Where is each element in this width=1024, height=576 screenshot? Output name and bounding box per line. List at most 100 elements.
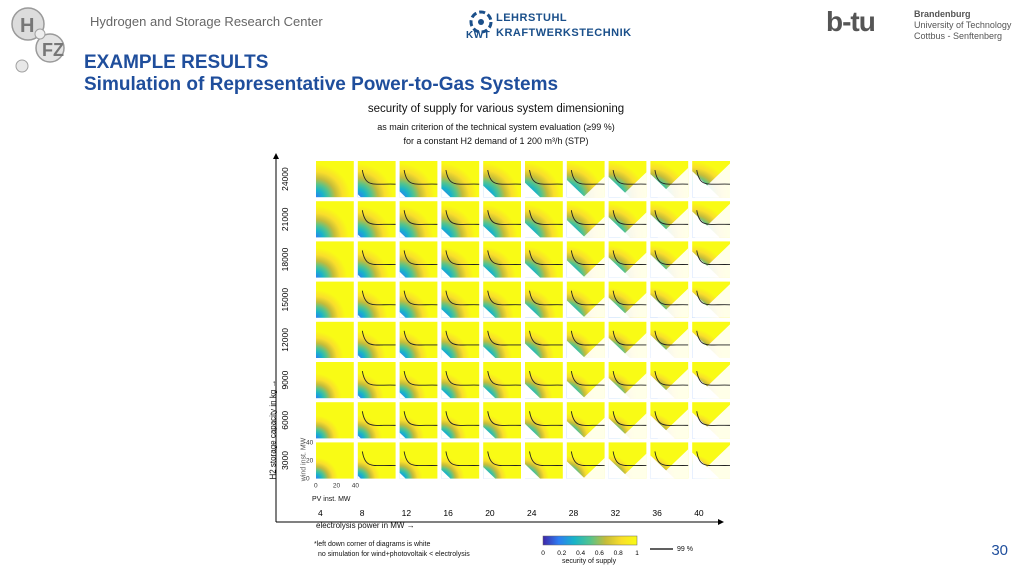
heatmap-cell (441, 321, 480, 358)
heatmap-cell (608, 362, 647, 399)
y-tick-label: 3000 (280, 451, 290, 470)
x-axis-title: electrolysis power in MW → (316, 521, 415, 530)
colorbar-tick: 0.6 (595, 550, 604, 557)
heatmap-cell (316, 201, 354, 238)
heatmap-cell (566, 442, 605, 479)
h2fz-logo: H FZ (6, 4, 68, 74)
heatmap-cell (483, 201, 522, 238)
heatmap-cell (316, 241, 354, 278)
heatmap-cell (441, 281, 480, 318)
inner-y-tick: 0 (306, 476, 310, 483)
heatmap-cell (441, 161, 480, 198)
heatmap-cell (692, 442, 731, 479)
org-name: Hydrogen and Storage Research Center (90, 14, 323, 29)
heatmap-cell (650, 402, 689, 439)
svg-text:FZ: FZ (42, 40, 64, 60)
heatmap-cell (692, 321, 731, 358)
inner-x-tick: 0 (314, 483, 318, 490)
heatmap-cell (692, 241, 731, 278)
heatmap-cell (441, 201, 480, 238)
chart-title: security of supply for various system di… (367, 103, 625, 115)
note-line-1: *left down corner of diagrams is white (314, 541, 431, 548)
heatmap-cell (566, 161, 605, 198)
heatmap-cell (316, 161, 354, 198)
colorbar-tick: 0.2 (557, 550, 566, 557)
btu-logo: b-tu Brandenburg University of Technolog… (826, 6, 1016, 46)
kwt-line1: LEHRSTUHL (496, 12, 568, 24)
x-tick-label: 32 (611, 508, 621, 518)
heatmap-cell (399, 241, 438, 278)
heatmap-cell (316, 442, 354, 479)
heatmap-cell (692, 402, 731, 439)
heatmap-cell (566, 321, 605, 358)
colorbar-tick: 1 (635, 550, 639, 557)
kwt-logo: LEHRSTUHL KRAFTWERKSTECHNIK KWT (466, 8, 631, 44)
x-tick-label: 28 (569, 508, 579, 518)
heatmap-cell (692, 281, 731, 318)
y-tick-label: 15000 (280, 288, 290, 312)
x-tick-label: 20 (485, 508, 495, 518)
slide-subtitle: Simulation of Representative Power-to-Ga… (84, 74, 559, 95)
heatmap-cell (608, 402, 647, 439)
heatmap-cell (525, 402, 563, 439)
heatmap-cell (608, 241, 647, 278)
svg-text:H: H (20, 15, 34, 37)
heatmap-cell (525, 241, 563, 278)
inner-x-tick: 40 (352, 483, 360, 490)
heatmap-cell (566, 281, 605, 318)
heatmap-cell (525, 201, 563, 238)
heatmap-cell (650, 161, 689, 198)
heatmap-cell (357, 402, 396, 439)
chart-subtitle-2: for a constant H2 demand of 1 200 m³/h (… (403, 136, 589, 146)
y-tick-label: 21000 (280, 207, 290, 231)
heatmap-cell (692, 201, 731, 238)
y-tick-label: 24000 (280, 167, 290, 191)
kwt-line2: KRAFTWERKSTECHNIK (496, 27, 632, 39)
heatmap-cell (483, 402, 522, 439)
colorbar-label: security of supply (562, 558, 617, 565)
heatmap-cell (316, 402, 354, 439)
heatmap-cell (608, 442, 647, 479)
colorbar (542, 535, 638, 546)
heatmap-cell (650, 281, 689, 318)
inner-x-tick: 20 (333, 483, 341, 490)
heatmap-cell (483, 321, 522, 358)
heatmap-cell (525, 161, 563, 198)
heatmap-cell (483, 241, 522, 278)
heatmap-cell (357, 321, 396, 358)
heatmap-cell (650, 241, 689, 278)
colorbar-tick: 0.4 (576, 550, 585, 557)
heatmap-cell (441, 402, 480, 439)
btu-line3: Cottbus - Senftenberg (914, 31, 1003, 41)
heatmap-cell (525, 362, 563, 399)
y-axis-title: H2 storage capacity in kg → (268, 379, 278, 480)
kwt-abbr: KWT (466, 30, 491, 41)
heatmap-cell (525, 321, 563, 358)
heatmap-cell (650, 201, 689, 238)
x-tick-label: 8 (360, 508, 365, 518)
heatmap-cell (650, 442, 689, 479)
heatmap-cell (483, 442, 522, 479)
heatmap-cell (399, 201, 438, 238)
inner-y-tick: 40 (306, 439, 314, 446)
btu-line2: University of Technology (914, 20, 1012, 30)
heatmap-cell (525, 442, 563, 479)
colorbar-tick: 0.8 (614, 550, 623, 557)
heatmap-cell (357, 161, 396, 198)
heatmap-cell (441, 442, 480, 479)
heatmap-cell (608, 281, 647, 318)
x-tick-label: 4 (318, 508, 323, 518)
btu-line1: Brandenburg (914, 9, 971, 19)
y-tick-label: 9000 (280, 370, 290, 389)
heatmap-cell (357, 241, 396, 278)
inner-y-tick: 20 (306, 458, 314, 465)
heatmap-cell (399, 362, 438, 399)
heatmap-cell (316, 321, 354, 358)
heatmap-cell (483, 362, 522, 399)
x-tick-label: 36 (652, 508, 662, 518)
colorbar-tick: 0 (541, 550, 545, 557)
x-tick-label: 12 (402, 508, 412, 518)
chart-subtitle-1: as main criterion of the technical syste… (377, 122, 615, 132)
y-tick-label: 18000 (280, 247, 290, 271)
heatmap-cell (357, 442, 396, 479)
